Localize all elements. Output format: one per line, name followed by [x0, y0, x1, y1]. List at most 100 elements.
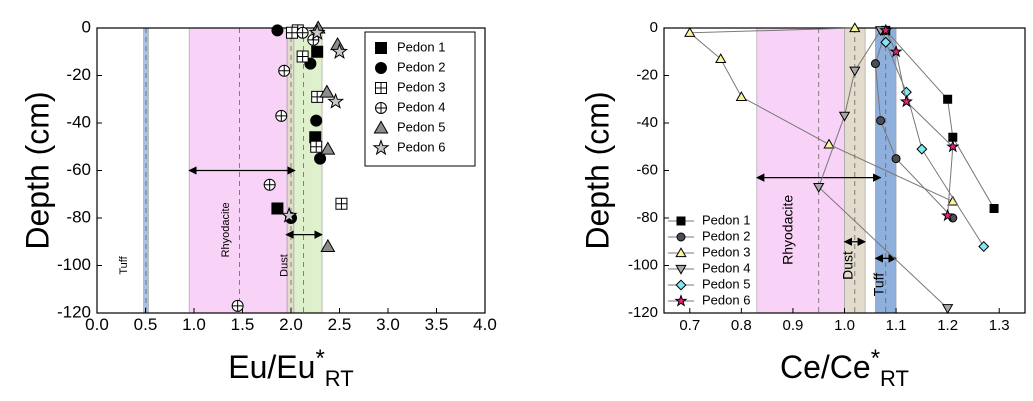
marker-cross	[375, 82, 387, 94]
y-axis-label: Depth (cm)	[19, 91, 55, 249]
legend-label: Pedon 2	[397, 59, 445, 74]
data-point	[941, 304, 954, 315]
data-point	[319, 84, 335, 98]
data-point	[278, 64, 291, 77]
legend-label: Pedon 1	[702, 212, 750, 227]
data-point	[813, 183, 825, 193]
y-tick-label: -20	[66, 65, 91, 84]
band-label: Tuff	[870, 273, 886, 296]
marker	[676, 232, 686, 242]
x-axis-label-sub: RT	[325, 366, 354, 391]
legend-marker	[675, 247, 687, 258]
marker-cross	[297, 27, 309, 39]
x-tick-label: 0.0	[85, 315, 109, 334]
marker	[891, 154, 901, 164]
data-point	[849, 66, 861, 77]
data-point	[876, 116, 886, 126]
x-tick-label: 0.5	[134, 315, 158, 334]
series-line	[885, 30, 995, 209]
y-tick-label: -40	[66, 112, 91, 131]
data-point	[280, 206, 298, 223]
marker-cross	[275, 110, 287, 122]
legend-label: Pedon 5	[702, 276, 750, 291]
marker	[943, 94, 953, 104]
marker	[876, 116, 886, 126]
data-point	[978, 240, 990, 253]
data-point	[275, 109, 288, 122]
band-label: Rhyodacite	[220, 202, 232, 257]
legend-marker	[675, 279, 687, 291]
legend-marker	[675, 264, 687, 275]
x-tick-label: 1.1	[886, 317, 907, 334]
data-point	[310, 140, 323, 153]
band	[143, 27, 149, 314]
y-tick-label: -40	[636, 114, 658, 131]
data-point	[849, 22, 861, 33]
data-point	[296, 50, 309, 63]
data-point	[327, 92, 345, 109]
x-axis-label-base: Ce/Ce	[780, 349, 871, 385]
series-line	[688, 27, 954, 202]
marker	[271, 202, 284, 215]
y-axis-label: Depth (cm)	[579, 91, 615, 249]
data-point	[715, 53, 727, 63]
legend-label: Pedon 3	[702, 244, 750, 259]
x-axis-label-sup: *	[315, 345, 324, 372]
y-tick-label: -120	[628, 304, 658, 321]
x-axis-label-sub: RT	[880, 366, 909, 391]
data-point	[271, 24, 284, 37]
data-point	[311, 45, 324, 58]
x-tick-label: 1.0	[834, 317, 855, 334]
y-tick-label: -80	[636, 209, 658, 226]
y-tick-label: -100	[628, 256, 658, 273]
legend-marker	[676, 216, 686, 226]
marker-cross	[264, 179, 276, 191]
legend-label: Pedon 6	[397, 139, 445, 154]
marker	[989, 204, 999, 213]
marker-cross	[286, 27, 298, 39]
data-point	[880, 36, 892, 48]
x-tick-label: 1.0	[182, 315, 206, 334]
marker-cross	[375, 102, 387, 114]
x-tick-label: 2.0	[279, 315, 303, 334]
data-point	[889, 44, 903, 58]
data-point	[310, 114, 323, 127]
series-line	[885, 42, 985, 247]
data-point	[823, 138, 835, 149]
legend-marker	[373, 120, 389, 134]
y-tick-label: 0	[82, 17, 91, 36]
legend-label: Pedon 2	[702, 228, 750, 243]
x-axis-label: Ce/Ce*RT	[780, 345, 909, 391]
x-axis-label: Eu/Eu*RT	[228, 345, 353, 391]
marker	[676, 216, 686, 226]
legend-marker	[674, 294, 688, 307]
data-point	[916, 143, 928, 155]
marker-cross	[297, 51, 309, 62]
band	[756, 27, 845, 314]
legend-marker	[375, 102, 387, 114]
data-point	[989, 204, 999, 213]
x-tick-label: 4.0	[473, 315, 497, 334]
x-axis-label-sup: *	[871, 345, 880, 372]
x-tick-label: 1.3	[989, 317, 1010, 334]
marker	[311, 45, 324, 58]
legend-label: Pedon 1	[397, 39, 445, 54]
legend-box	[364, 31, 476, 167]
data-point	[838, 111, 851, 122]
x-tick-label: 0.8	[731, 317, 752, 334]
legend-label: Pedon 3	[397, 79, 445, 94]
data-point	[879, 23, 893, 36]
data-point	[899, 94, 913, 108]
data-point	[684, 26, 696, 37]
band-label: Tuff	[118, 255, 130, 274]
x-tick-label: 0.9	[782, 317, 803, 334]
data-point	[335, 197, 348, 210]
band-label: Dust	[840, 251, 856, 280]
marker	[870, 59, 880, 69]
x-tick-label: 0.7	[679, 317, 700, 334]
data-point	[320, 238, 336, 252]
legend-marker	[375, 62, 387, 74]
data-point	[314, 152, 327, 165]
